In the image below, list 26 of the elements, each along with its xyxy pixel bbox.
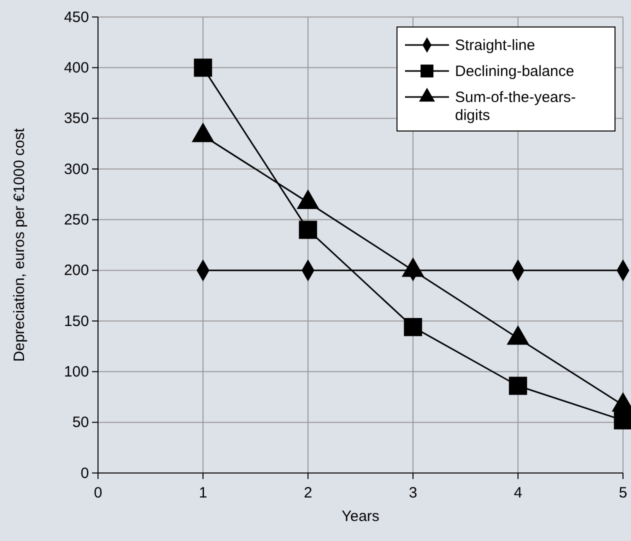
x-axis-title: Years — [342, 508, 380, 525]
x-tick-label: 4 — [514, 484, 522, 502]
x-tick-label: 5 — [618, 484, 628, 502]
legend-label: Straight-line — [455, 37, 536, 54]
x-tick-label: 1 — [198, 484, 208, 502]
x-tick-label: 0 — [94, 484, 102, 502]
y-tick-label: 100 — [64, 363, 89, 380]
y-tick-label: 200 — [64, 262, 89, 280]
y-tick-label: 400 — [64, 59, 89, 76]
y-tick-label: 0 — [80, 464, 89, 482]
y-tick-label: 450 — [64, 8, 89, 26]
x-tick-label: 3 — [408, 484, 418, 502]
y-tick-label: 350 — [64, 110, 89, 128]
y-tick-label: 250 — [64, 211, 89, 228]
y-tick-label: 50 — [72, 414, 89, 432]
point — [194, 58, 212, 77]
point — [508, 376, 528, 395]
y-tick-label: 150 — [64, 312, 89, 330]
x-tick-label: 2 — [304, 484, 312, 502]
legend-label: Sum-of-the-years-digits — [455, 89, 576, 124]
point — [298, 220, 318, 239]
legend-label: Declining-balance — [455, 63, 574, 80]
point — [614, 411, 631, 430]
point — [404, 318, 422, 336]
y-tick-label: 300 — [64, 160, 89, 178]
y-axis-title: Depreciation, euros per €1000 cost — [11, 127, 28, 362]
